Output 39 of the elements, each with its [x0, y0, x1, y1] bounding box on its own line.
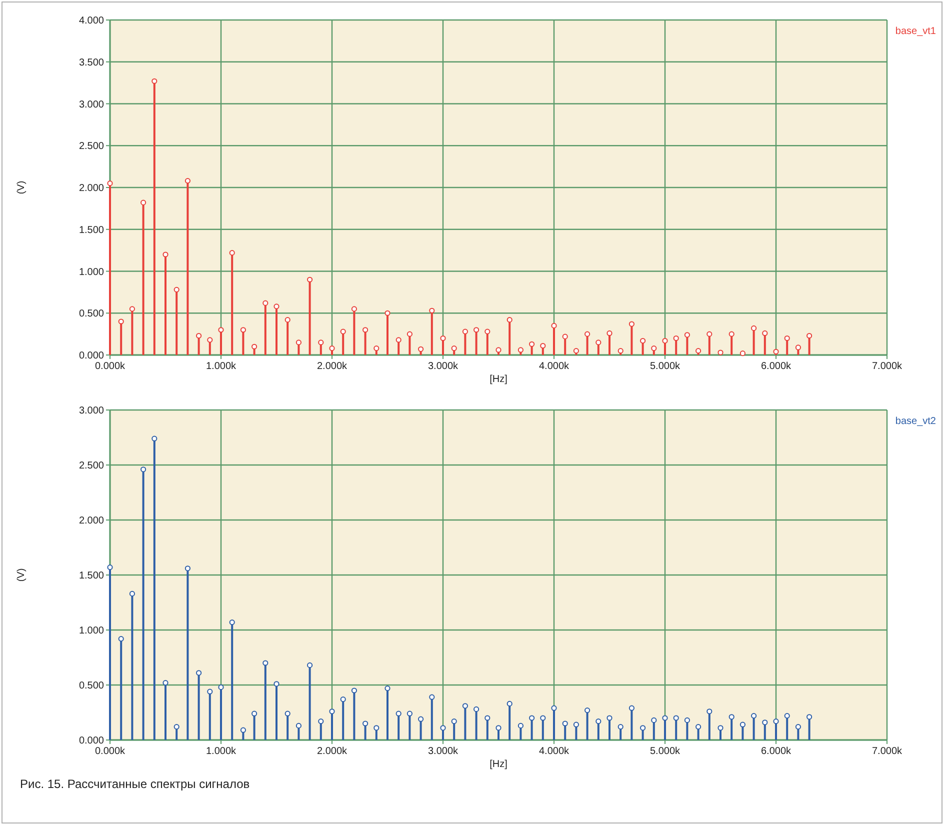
y-tick-label: 2.500 [78, 460, 104, 472]
x-tick-label: 5.000k [650, 746, 682, 757]
y-axis-title: (V) [16, 180, 27, 194]
y-tick-label: 1.500 [78, 224, 104, 236]
x-tick-label: 0.000k [94, 361, 126, 372]
y-tick-label: 2.000 [78, 516, 104, 526]
x-tick-label: 6.000k [760, 746, 792, 757]
y-tick-label: 0.000 [78, 736, 104, 746]
x-tick-label: 0.000k [94, 746, 126, 757]
y-tick-label: 4.000 [78, 16, 104, 26]
x-tick-label: 2.000k [316, 746, 348, 757]
text: base_vt1 [895, 26, 936, 37]
y-tick-label: 3.500 [78, 57, 104, 68]
text: Рис. 15. Рассчитанные спектры сигналов [20, 777, 250, 791]
x-tick-label: 6.000k [760, 361, 792, 372]
y-tick-label: 0.500 [78, 680, 104, 692]
x-tick-label: 2.000k [316, 361, 348, 372]
x-tick-label: 4.000k [538, 746, 570, 757]
y-tick-label: 1.000 [78, 626, 104, 636]
x-tick-label: 7.000k [872, 361, 904, 372]
y-tick-label: 2.000 [78, 183, 104, 194]
y-tick-label: 2.500 [78, 141, 104, 152]
x-tick-label: 3.000k [428, 746, 460, 757]
x-tick-label: 1.000k [206, 746, 238, 757]
x-tick-label: 4.000k [538, 361, 570, 372]
x-axis-title: [Hz] [490, 759, 508, 770]
x-tick-label: 7.000k [872, 746, 904, 757]
x-axis-title: [Hz] [490, 374, 508, 385]
text: base_vt2 [895, 416, 936, 427]
y-tick-label: 3.000 [78, 99, 104, 110]
x-tick-label: 1.000k [206, 361, 238, 372]
y-axis-title: (V) [16, 568, 27, 582]
y-tick-label: 0.000 [78, 350, 104, 362]
y-tick-label: 1.000 [78, 266, 104, 278]
x-tick-label: 5.000k [650, 361, 682, 372]
y-tick-label: 0.500 [78, 308, 104, 320]
y-tick-label: 3.000 [78, 406, 104, 416]
y-tick-label: 1.500 [78, 570, 104, 582]
x-tick-label: 3.000k [428, 361, 460, 372]
